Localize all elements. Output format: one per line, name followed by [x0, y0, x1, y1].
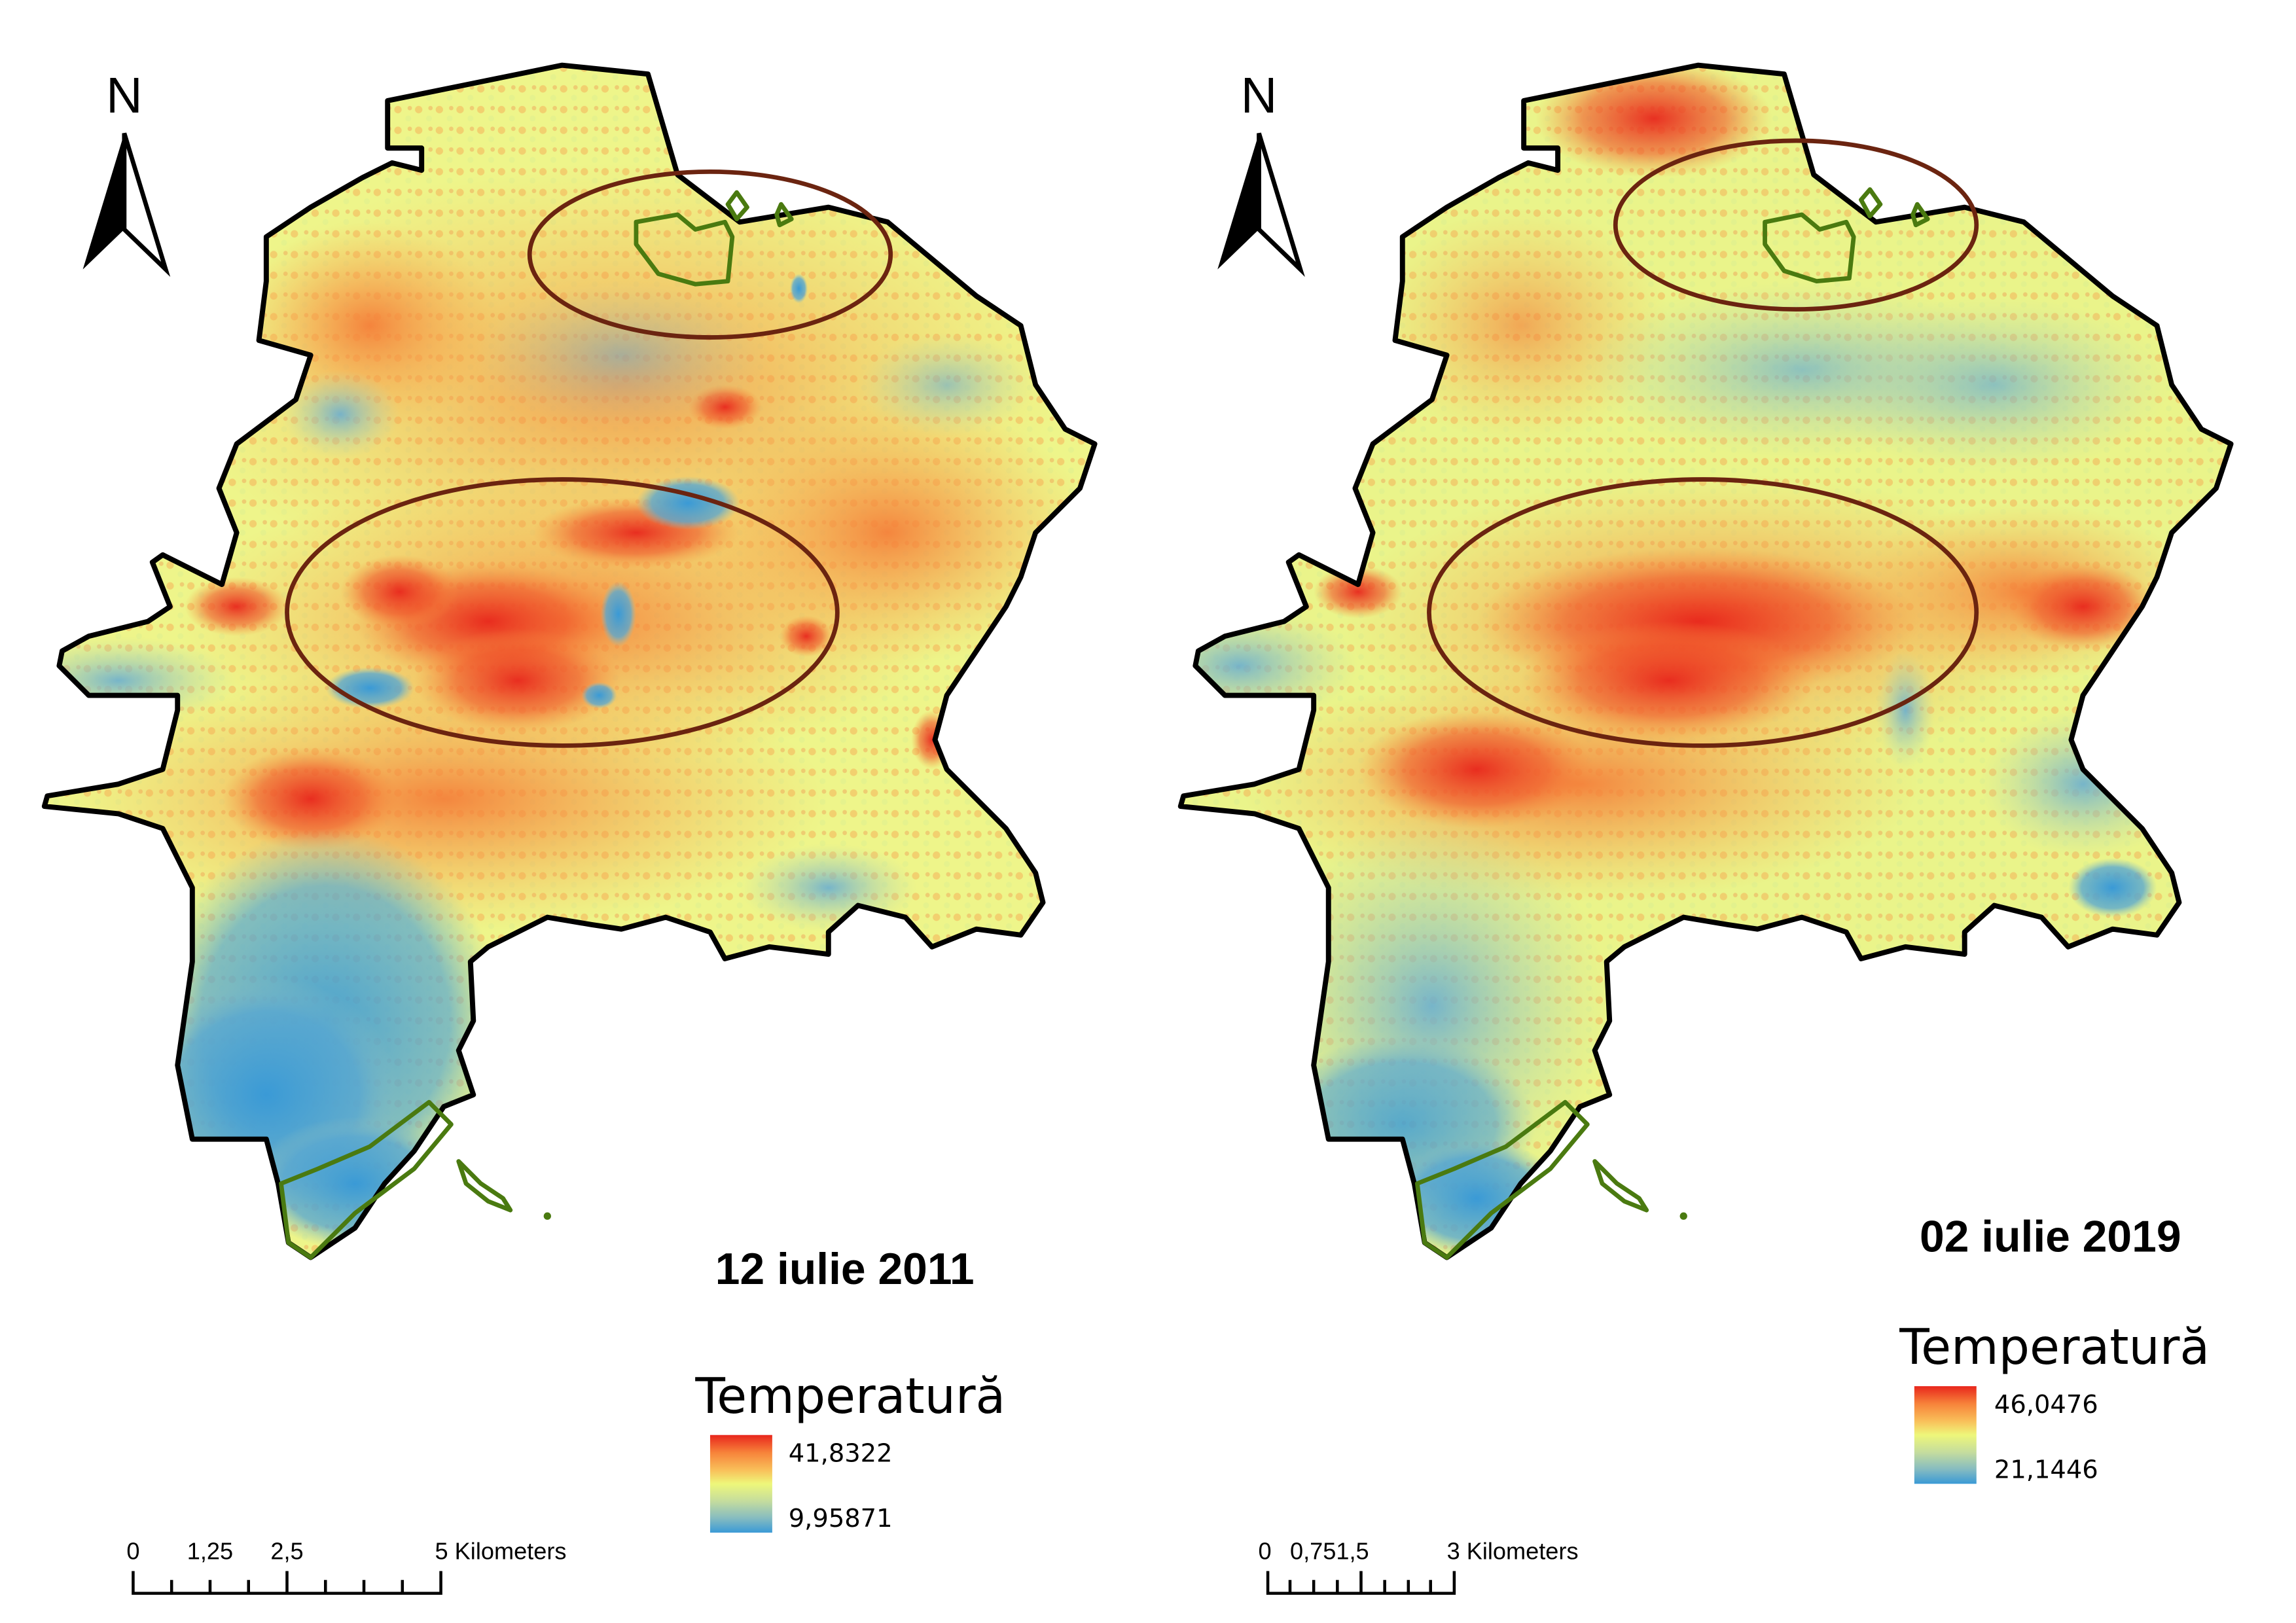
highlight-ellipses-2011 — [285, 169, 893, 748]
legend-min-label: 21,1446 — [1994, 1455, 2098, 1484]
date-title: 12 iulie 2011 — [715, 1245, 975, 1294]
scale-label: 0,751,5 — [1290, 1538, 1369, 1565]
map-panel-2011: N 12 iulie 2011 Temperatură 41,8322 9,95… — [0, 0, 1124, 1595]
green-areas-2011 — [279, 190, 794, 1260]
north-highlight-ellipse — [1613, 138, 1979, 312]
north-label: N — [106, 67, 143, 124]
date-title: 02 iulie 2019 — [1920, 1212, 2181, 1261]
scale-bar-2011: 0 1,25 2,5 5 Kilometers — [126, 1538, 567, 1595]
legend-2011: Temperatură 41,8322 9,95871 — [694, 1368, 1005, 1533]
legend-color-ramp — [1914, 1386, 1977, 1484]
legend-title: Temperatură — [1899, 1319, 2210, 1376]
map-panel-2019: N 02 iulie 2019 Temperatură 46,0476 21,1… — [1121, 0, 2296, 1595]
scale-label: 0 — [126, 1538, 139, 1565]
temperature-raster-2019 — [1180, 65, 2231, 1258]
legend-2019: Temperatură 46,0476 21,1446 — [1899, 1319, 2210, 1484]
scale-label: 0 — [1259, 1538, 1272, 1565]
north-arrow-icon — [1217, 133, 1259, 270]
highlight-ellipses-2019 — [1427, 138, 1979, 748]
green-areas-2019 — [1414, 187, 1930, 1260]
legend-max-label: 46,0476 — [1994, 1390, 2098, 1419]
scale-label: 5 Kilometers — [435, 1538, 567, 1565]
north-arrow-icon — [82, 133, 124, 270]
legend-max-label: 41,8322 — [789, 1438, 893, 1468]
temperature-raster-2011 — [44, 65, 1095, 1258]
north-arrow-2019: N — [1217, 67, 1305, 277]
scale-bar-2019: 0 0,751,5 3 Kilometers — [1259, 1538, 1579, 1595]
legend-min-label: 9,95871 — [789, 1504, 893, 1533]
scale-label: 2,5 — [270, 1538, 303, 1565]
center-highlight-ellipse — [1427, 477, 1979, 748]
north-arrow-2011: N — [82, 67, 171, 277]
center-highlight-ellipse — [285, 477, 840, 748]
legend-color-ramp — [709, 1435, 772, 1533]
scale-label: 3 Kilometers — [1447, 1538, 1579, 1565]
north-highlight-ellipse — [527, 169, 893, 340]
legend-title: Temperatură — [694, 1368, 1005, 1425]
north-label: N — [1241, 67, 1277, 124]
scale-label: 1,25 — [187, 1538, 233, 1565]
